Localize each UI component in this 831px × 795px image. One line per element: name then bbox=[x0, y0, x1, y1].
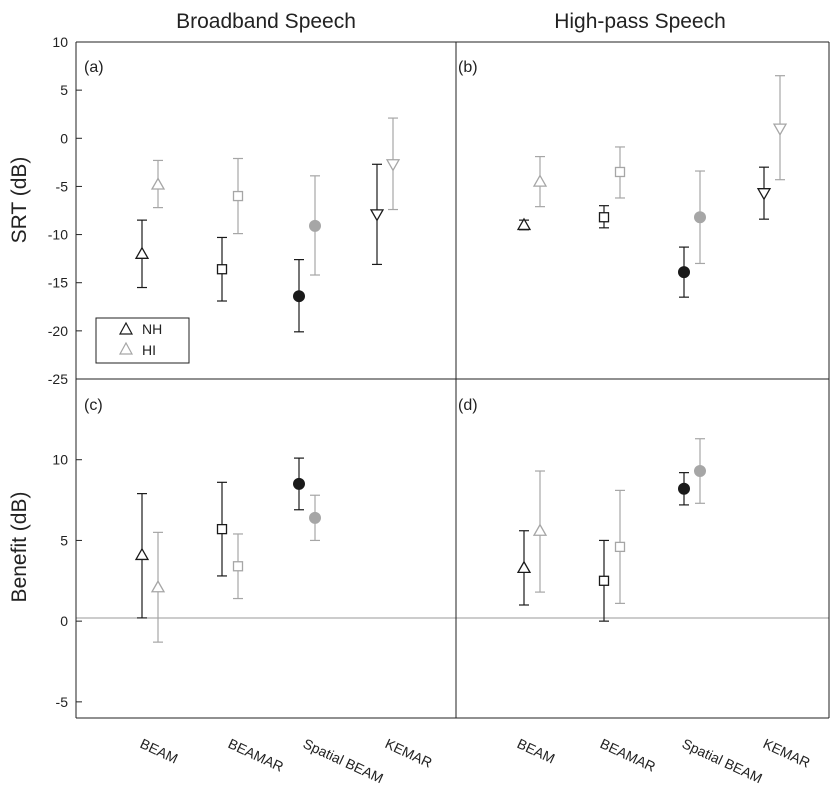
panel-b-nh-spatial-beam-marker bbox=[678, 266, 690, 279]
col-title-highpass: High-pass Speech bbox=[554, 10, 726, 33]
panel-a-nh-beam-point bbox=[134, 219, 150, 289]
y-tick-label: -25 bbox=[48, 371, 68, 387]
panel-b-hi-beam-point bbox=[532, 155, 548, 208]
panel-a-nh-kemar-marker bbox=[369, 209, 385, 222]
panel-c-hi-beamar-point bbox=[232, 533, 244, 600]
y-tick-label: 5 bbox=[60, 532, 68, 548]
panel-a-hi-kemar-marker bbox=[385, 159, 401, 172]
panel-c-nh-beamar-point bbox=[216, 481, 228, 577]
panel-b-nh-kemar-point bbox=[756, 166, 772, 220]
x-label-beam-left: BEAM bbox=[138, 735, 181, 766]
panel-a-nh-beamar-marker bbox=[216, 264, 228, 275]
panel-a-nh-spatial-beam-marker bbox=[293, 290, 305, 303]
panel-a-hi-beamar-point bbox=[232, 157, 244, 235]
panel-label-a: (a) bbox=[84, 59, 104, 76]
y-tick-label: -10 bbox=[48, 227, 68, 243]
y-tick-label: -5 bbox=[56, 694, 69, 710]
panel-d-hi-beamar-point bbox=[614, 489, 626, 604]
y-tick-label: -5 bbox=[56, 178, 69, 194]
panel-c-hi-beam-marker bbox=[150, 579, 166, 593]
panel-c-hi-spatial-beam-point bbox=[309, 494, 321, 542]
panel-a-hi-beam-marker bbox=[150, 177, 166, 190]
panel-b-hi-beamar-marker bbox=[614, 166, 626, 178]
panel-d-hi-beamar-marker bbox=[614, 541, 626, 553]
y-tick-label: -15 bbox=[48, 275, 68, 291]
panel-a-hi-beam-point bbox=[150, 159, 166, 209]
y-tick-label: 0 bbox=[60, 130, 68, 146]
legend-hi-label: HI bbox=[142, 342, 156, 358]
panel-b-nh-beam-point bbox=[516, 217, 532, 231]
panel-a-hi-kemar-point bbox=[385, 117, 401, 211]
ylabel-benefit: Benefit (dB) bbox=[8, 492, 31, 603]
panel-d-nh-beamar-marker bbox=[598, 575, 610, 586]
panel-c-hi-beam-point bbox=[150, 531, 166, 643]
x-label-kemar-left: KEMAR bbox=[383, 735, 435, 771]
panel-b-nh-spatial-beam-point bbox=[678, 246, 690, 298]
y-tick-label: 0 bbox=[60, 613, 68, 629]
panel-c-hi-beamar-marker bbox=[232, 561, 244, 572]
panel-d-hi-spatial-beam-point bbox=[694, 438, 706, 504]
panel-label-b: (b) bbox=[458, 59, 478, 76]
y-tick-label: 5 bbox=[60, 82, 68, 98]
panel-b-hi-beam-marker bbox=[532, 174, 548, 187]
panel-d-hi-spatial-beam-marker bbox=[694, 465, 706, 478]
panel-b-hi-kemar-point bbox=[772, 75, 788, 181]
panel-a-hi-spatial-beam-marker bbox=[309, 219, 321, 232]
marks-layer bbox=[134, 75, 788, 643]
panel-a-hi-spatial-beam-point bbox=[309, 175, 321, 276]
legend-box bbox=[95, 317, 190, 364]
panel-b-hi-spatial-beam-point bbox=[694, 170, 706, 265]
legend-nh-label: NH bbox=[142, 321, 162, 337]
x-label-spatial-beam-left: Spatial BEAM bbox=[301, 735, 386, 786]
panel-label-c: (c) bbox=[84, 397, 103, 414]
panel-d-hi-beam-marker bbox=[532, 523, 548, 536]
panel-b-hi-spatial-beam-marker bbox=[694, 211, 706, 224]
panel-a-nh-kemar-point bbox=[369, 163, 385, 266]
x-label-spatial-beam-right: Spatial BEAM bbox=[680, 735, 765, 786]
panel-b-nh-beamar-point bbox=[598, 205, 610, 229]
legend: NH HI bbox=[95, 317, 190, 364]
panel-c-nh-beamar-marker bbox=[216, 523, 228, 535]
panel-c-nh-beam-marker bbox=[134, 547, 150, 561]
panel-c-nh-beam-point bbox=[134, 493, 150, 619]
panel-b-nh-kemar-marker bbox=[756, 188, 772, 201]
y-tick-label: -20 bbox=[48, 323, 68, 339]
panel-d-nh-spatial-beam-marker bbox=[678, 482, 690, 495]
x-label-beam-right: BEAM bbox=[515, 735, 558, 766]
panel-a-nh-beamar-point bbox=[216, 236, 228, 302]
panel-d-nh-spatial-beam-point bbox=[678, 472, 690, 506]
col-title-broadband: Broadband Speech bbox=[176, 10, 356, 33]
x-label-kemar-right: KEMAR bbox=[761, 735, 813, 771]
x-label-beamar-right: BEAMAR bbox=[598, 735, 658, 774]
panel-b-nh-beam-marker bbox=[516, 217, 532, 231]
x-label-beamar-left: BEAMAR bbox=[226, 735, 286, 774]
legend-hi-triangle-icon bbox=[118, 341, 134, 355]
panel-c-hi-spatial-beam-marker bbox=[309, 511, 321, 524]
panel-b-hi-beamar-point bbox=[614, 146, 626, 199]
ylabel-srt: SRT (dB) bbox=[8, 157, 31, 244]
panel-d-nh-beamar-point bbox=[598, 539, 610, 622]
panel-d-nh-beam-marker bbox=[516, 560, 532, 574]
panel-a-hi-beamar-marker bbox=[232, 190, 244, 202]
y-tick-label: 10 bbox=[52, 34, 68, 50]
panel-d-hi-beam-point bbox=[532, 470, 548, 593]
panel-c-nh-spatial-beam-point bbox=[293, 457, 305, 511]
panel-c-nh-spatial-beam-marker bbox=[293, 477, 305, 490]
y-tick-label: 10 bbox=[52, 452, 68, 468]
legend-nh-triangle-icon bbox=[118, 321, 134, 335]
panel-b-hi-kemar-marker bbox=[772, 123, 788, 136]
panel-a-nh-beam-marker bbox=[134, 246, 150, 259]
panel-b-nh-beamar-marker bbox=[598, 212, 610, 223]
panel-a-nh-spatial-beam-point bbox=[293, 259, 305, 333]
axes-layer: -25 -20 -15 -10 -5 0 5 10 -5 0 5 10 bbox=[48, 34, 830, 719]
panel-d-nh-beam-point bbox=[516, 530, 532, 606]
panel-label-d: (d) bbox=[458, 397, 478, 414]
